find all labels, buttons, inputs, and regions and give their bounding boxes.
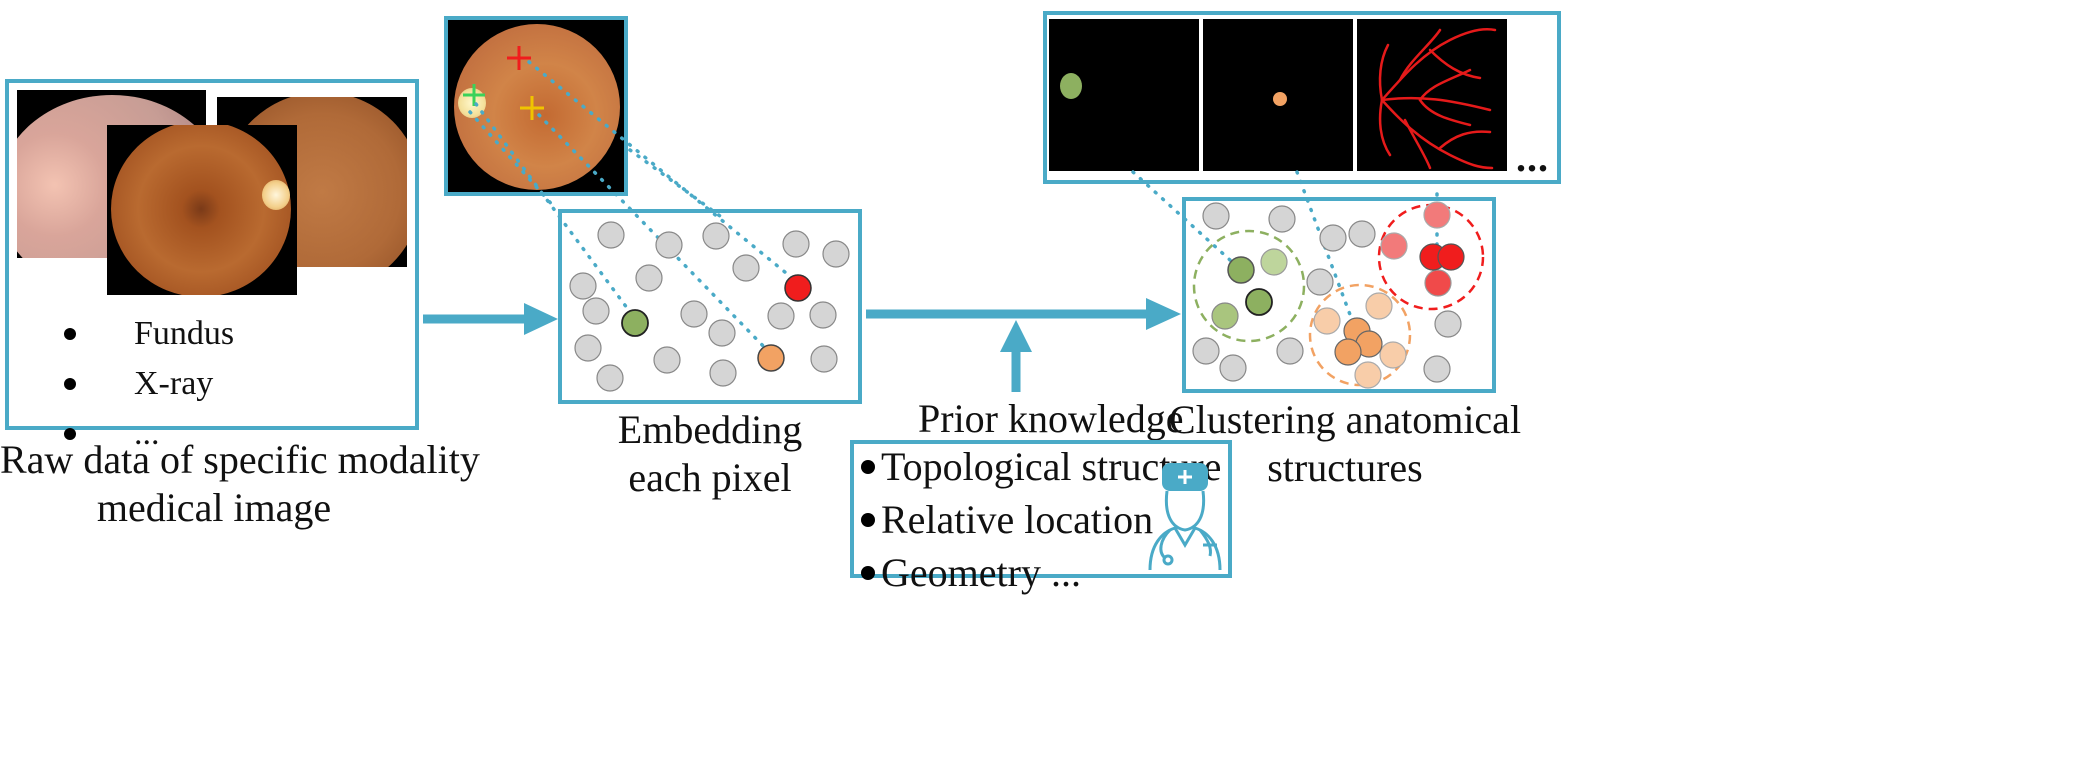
fundus-image-front	[107, 125, 297, 295]
prior-knowledge-title: Prior knowledge	[918, 396, 1184, 441]
modality-item: Fundus	[64, 309, 234, 359]
red-cluster-dots	[1380, 201, 1465, 297]
raw-data-caption: Raw data of specific modality medical im…	[0, 437, 480, 530]
arrow-raw-to-embedding	[423, 303, 558, 335]
bullet-icon	[861, 565, 875, 580]
dotted-connectors	[468, 60, 1439, 354]
bullet-icon	[861, 512, 875, 527]
arrow-embedding-to-clustering	[866, 298, 1181, 330]
embedding-dot-orange	[757, 344, 785, 372]
green-cross-marker	[463, 84, 485, 106]
vessel-mask-tree	[1378, 28, 1497, 170]
modality-item: ...	[64, 409, 234, 459]
orange-cluster-dots	[1313, 292, 1407, 389]
bullet-icon	[861, 459, 875, 474]
cluster-boundary-green	[1192, 229, 1306, 343]
embedding-caption: Embedding each pixel	[617, 407, 803, 500]
modality-list: Fundus X-ray ...	[64, 309, 234, 459]
doctor-icon	[1148, 463, 1222, 571]
optic-disc-mask-blob	[1060, 73, 1082, 99]
arrow-prior-knowledge	[1000, 320, 1032, 392]
green-cluster-dots	[1211, 248, 1288, 330]
bullet-icon	[64, 328, 76, 340]
embedding-dot-green	[621, 309, 649, 337]
clustering-gray-dots	[1192, 202, 1462, 383]
embedding-dots	[569, 221, 850, 392]
yellow-cross-marker	[520, 96, 544, 120]
red-cross-marker	[507, 46, 531, 70]
embedding-dot-red	[784, 274, 812, 302]
clustering-caption: Clustering anatomical structures	[1168, 397, 1522, 490]
modality-item: X-ray	[64, 359, 234, 409]
fovea-mask-blob	[1273, 92, 1287, 106]
bullet-icon	[64, 378, 76, 390]
prior-item: Geometry ...	[861, 546, 1221, 599]
bullet-icon	[64, 428, 76, 440]
mask-ellipsis: ...	[1516, 135, 1549, 180]
prior-item: Relative location	[861, 493, 1221, 546]
